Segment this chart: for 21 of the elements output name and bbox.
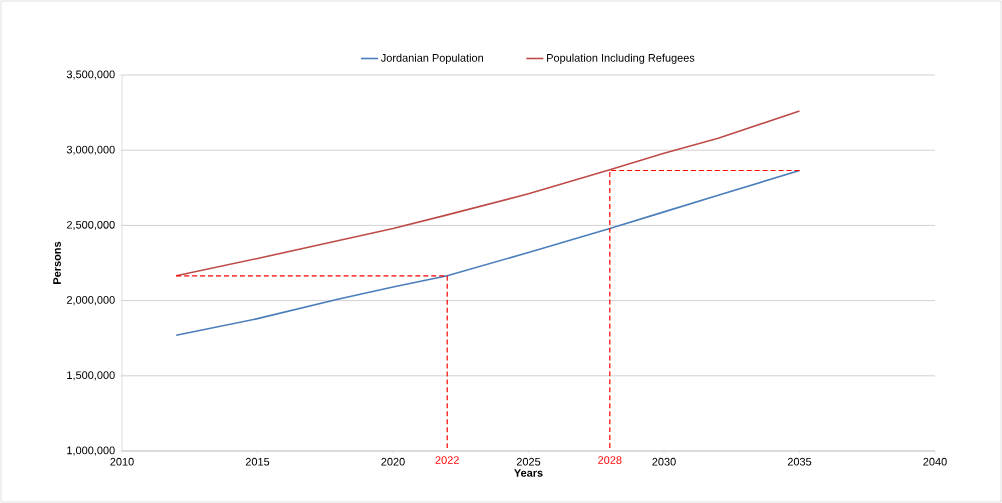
y-tick-label: 1,500,000	[67, 371, 115, 381]
annotation: 2022	[435, 456, 459, 464]
y-axis-title: Persons	[53, 241, 61, 284]
line-series	[175, 169, 801, 336]
y-tick-label: 3,500,000	[66, 70, 115, 80]
y-tick-label: 2,000,000	[66, 296, 115, 306]
x-tick-label: 2025	[516, 457, 541, 466]
y-tick-label: 3,000,000	[66, 145, 115, 155]
x-axis-title: Years	[514, 469, 543, 477]
legend-label: Population Including Refugees	[547, 53, 695, 64]
x-tick-label: 2010	[110, 457, 134, 466]
x-tick-label: 2040	[923, 457, 947, 466]
y-tick-label: 1,000,000	[67, 446, 115, 456]
x-tick-label: 2030	[652, 457, 676, 466]
x-tick-label: 2020	[381, 457, 405, 466]
line-series	[175, 110, 801, 277]
x-tick-label: 2015	[245, 457, 270, 466]
legend-label: Jordanian Population	[380, 53, 483, 64]
annotation: 2028	[598, 456, 622, 464]
x-tick-label: 2035	[787, 457, 812, 466]
y-tick-label: 2,500,000	[66, 220, 115, 230]
